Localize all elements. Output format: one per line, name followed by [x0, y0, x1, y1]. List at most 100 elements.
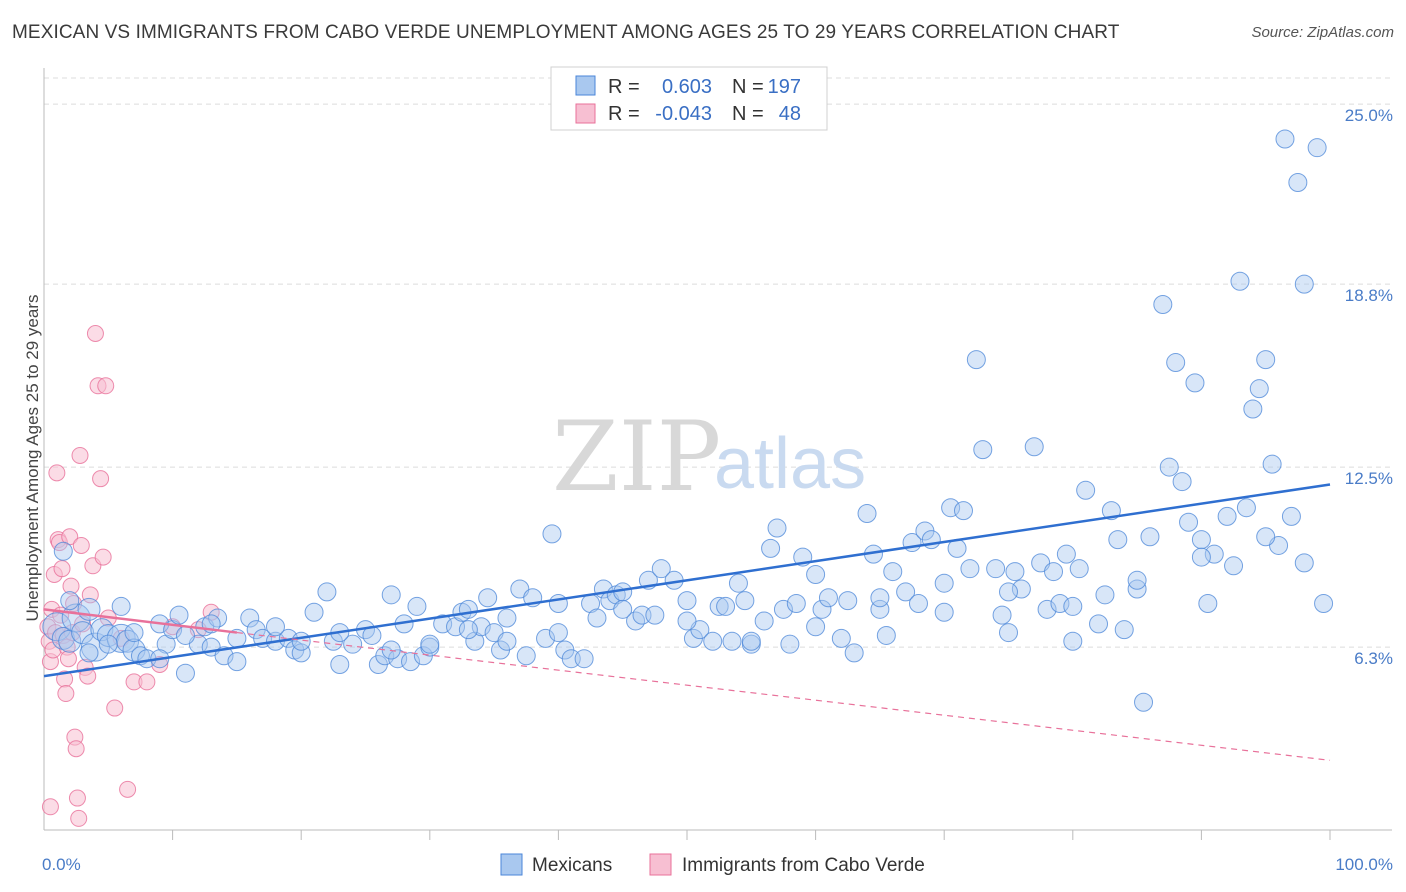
mexicans-point	[542, 524, 562, 544]
mexicans-point	[1281, 506, 1301, 526]
mexicans-point	[870, 588, 890, 608]
bottom-legend-mexicans: Mexicans	[532, 855, 612, 876]
mexicans-point	[420, 634, 440, 654]
mexicans-point	[1056, 544, 1076, 564]
mexicans-point	[1230, 271, 1250, 291]
mexicans-point	[1166, 353, 1186, 373]
mexicans-point	[175, 663, 195, 683]
mexicans-point	[536, 628, 556, 648]
mexicans-point	[831, 628, 851, 648]
mexicans-point	[1256, 527, 1276, 547]
mexicans-point	[735, 591, 755, 611]
cabo-verde-point	[59, 650, 77, 668]
mexicans-point	[407, 596, 427, 616]
legend-r-value-2: -0.043	[655, 103, 712, 125]
mexicans-point	[941, 498, 961, 518]
mexicans-point	[1243, 399, 1263, 419]
mexicans-point	[1191, 547, 1211, 567]
mexicans-point	[156, 634, 176, 654]
mexicans-point	[1114, 620, 1134, 640]
mexicans-point	[343, 634, 363, 654]
watermark-atlas: atlas	[714, 424, 866, 504]
x-tick-label-min: 0.0%	[42, 855, 81, 874]
cabo-verde-point	[106, 699, 124, 717]
mexicans-point	[761, 538, 781, 558]
mexicans-point	[169, 605, 189, 625]
mexicans-point	[240, 608, 260, 628]
mexicans-point	[973, 440, 993, 460]
legend-swatch-cabo-verde	[575, 103, 596, 124]
y-tick-label: 6.3%	[1354, 649, 1393, 668]
mexicans-point	[1063, 631, 1083, 651]
mexicans-point	[516, 646, 536, 666]
legend-r-label-1: R =	[608, 76, 640, 98]
mexicans-point	[381, 585, 401, 605]
mexicans-point	[773, 599, 793, 619]
mexicans-point	[999, 582, 1018, 602]
legend-r-value-1: 0.603	[662, 76, 712, 98]
mexicans-point	[214, 646, 234, 666]
mexicans-point	[1294, 274, 1314, 294]
mexicans-point	[1217, 506, 1237, 526]
gridlines	[44, 77, 1392, 648]
mexicans-point	[1069, 559, 1089, 579]
mexicans-point	[876, 625, 896, 645]
mexicans-point	[548, 623, 568, 643]
mexicans-point	[1159, 457, 1179, 477]
mexicans-point	[870, 599, 890, 619]
mexicans-point	[61, 603, 91, 633]
mexicans-point	[401, 652, 421, 672]
y-tick-label: 18.8%	[1345, 286, 1393, 305]
mexicans-point	[1204, 544, 1224, 564]
mexicans-point	[677, 611, 697, 631]
source-label: Source: ZipAtlas.com	[1251, 24, 1394, 41]
mexicans-point	[1050, 594, 1070, 614]
mexicans-point	[304, 602, 324, 622]
mexicans-point	[497, 631, 517, 651]
mexicans-point	[1249, 379, 1269, 399]
mexicans-point	[812, 599, 832, 619]
y-axis-title: Unemployment Among Ages 25 to 29 years	[23, 295, 42, 622]
mexicans-point	[1134, 692, 1154, 712]
mexicans-point	[497, 608, 517, 628]
mexicans-point	[1256, 350, 1276, 370]
bottom-legend-swatch-mexicans	[500, 853, 523, 876]
cabo-verde-trend-extension	[236, 631, 1331, 761]
x-tick-label-max: 100.0%	[1335, 855, 1393, 874]
mexicans-point	[754, 611, 774, 631]
cabo-verde-trend-line	[43, 608, 238, 634]
mexicans-point	[98, 634, 118, 654]
mexicans-trend-line	[43, 483, 1331, 678]
mexicans-point	[1063, 596, 1083, 616]
mexicans-point	[722, 631, 742, 651]
mexicans-point	[966, 350, 986, 370]
mexicans-point	[381, 640, 401, 660]
mexicans-point	[458, 599, 478, 619]
mexicans-point	[1005, 562, 1025, 582]
trend-lines	[43, 483, 1331, 761]
mexicans-point	[1101, 501, 1121, 521]
mexicans-point	[1172, 472, 1192, 492]
mexicans-point	[465, 631, 485, 651]
mexicans-point	[844, 643, 864, 663]
mexicans-point	[1140, 527, 1160, 547]
cabo-verde-point	[94, 548, 112, 566]
watermark: ZIP atlas	[552, 401, 866, 513]
watermark-zip: ZIP	[552, 401, 721, 513]
chart-title: MEXICAN VS IMMIGRANTS FROM CABO VERDE UN…	[12, 22, 1120, 43]
mexicans-point	[1275, 129, 1295, 149]
mexicans-point	[883, 562, 903, 582]
mexicans-point	[574, 649, 594, 669]
mexicans-point	[716, 596, 736, 616]
mexicans-point	[446, 617, 466, 637]
mexicans-point	[1076, 480, 1096, 500]
cabo-verde-point	[68, 789, 86, 807]
mexicans-point	[1198, 594, 1218, 614]
mexicans-point	[934, 573, 954, 593]
mexicans-point	[818, 588, 838, 608]
axes	[43, 68, 1392, 840]
cabo-verde-point	[97, 377, 115, 395]
cabo-verde-point	[119, 780, 137, 798]
mexicans-point	[458, 620, 478, 640]
mexicans-point	[1191, 530, 1211, 550]
